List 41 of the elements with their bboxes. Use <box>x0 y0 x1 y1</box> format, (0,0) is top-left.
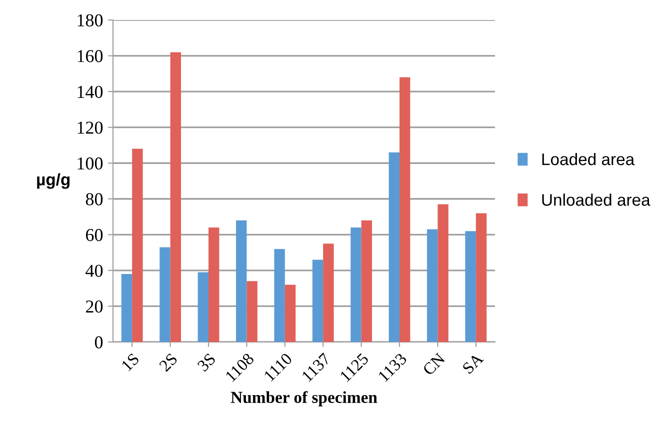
y-tick-label: 180 <box>78 14 103 26</box>
bar <box>323 244 334 342</box>
x-tick-label: 2S <box>158 352 178 372</box>
y-tick-label: 0 <box>94 336 103 348</box>
y-tick-label: 120 <box>78 122 103 134</box>
bar <box>438 204 448 342</box>
bar <box>465 231 476 342</box>
bar <box>476 213 487 342</box>
y-axis-title: µg/g <box>37 173 70 189</box>
bar <box>274 248 285 342</box>
legend-label: Loaded area <box>542 152 635 166</box>
x-tick-label: SA <box>462 352 484 374</box>
x-tick-label: 1S <box>121 352 140 372</box>
x-tick-label: 1133 <box>378 352 408 382</box>
bar <box>361 220 372 342</box>
bar <box>246 281 258 342</box>
x-tick-label: 1110 <box>264 352 293 382</box>
y-tick-label: 140 <box>78 86 103 98</box>
x-tick-label: CN <box>422 352 446 376</box>
bar <box>121 274 132 342</box>
y-tick-label: 40 <box>86 264 103 277</box>
bar <box>170 52 181 342</box>
bar <box>160 247 170 342</box>
y-tick-label: 60 <box>86 228 103 242</box>
legend-label: Unloaded area <box>542 194 650 206</box>
y-tick-label: 160 <box>78 50 103 62</box>
bar <box>284 284 296 342</box>
bar <box>427 229 438 342</box>
x-axis-title: Number of specimen <box>230 391 378 406</box>
bar <box>208 228 220 342</box>
bar <box>236 220 247 342</box>
bar <box>388 152 400 342</box>
x-tick-label: 3S <box>196 352 216 372</box>
y-tick-label: 100 <box>78 157 103 170</box>
y-tick-label: 20 <box>86 300 103 313</box>
bar <box>132 148 143 342</box>
bar <box>312 260 324 342</box>
bar <box>198 272 208 342</box>
bar <box>350 228 362 342</box>
y-tick-label: 80 <box>86 193 103 206</box>
bar <box>400 77 410 342</box>
